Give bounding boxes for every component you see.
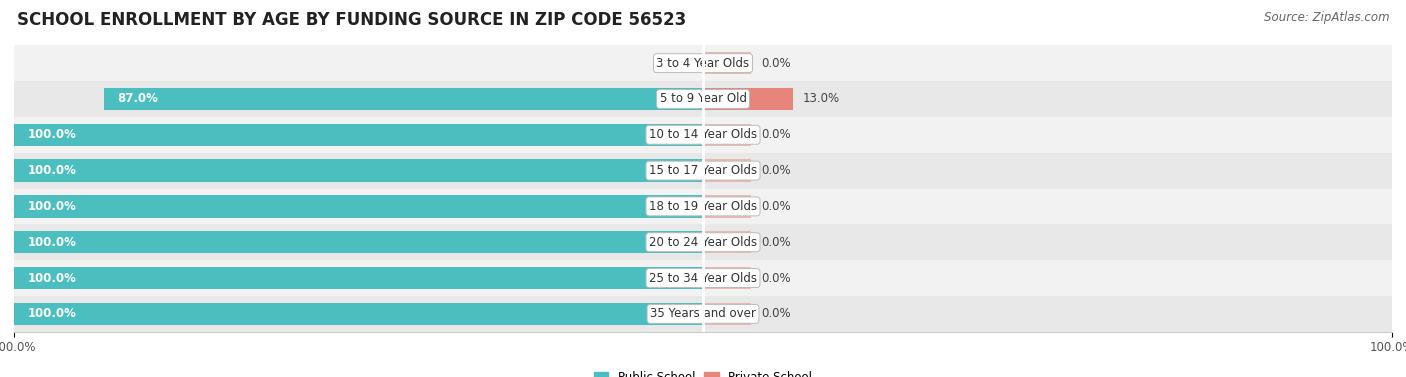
Bar [703, 303, 751, 325]
Text: 13.0%: 13.0% [803, 92, 839, 106]
Bar [703, 88, 751, 110]
Text: 15 to 17 Year Olds: 15 to 17 Year Olds [650, 164, 756, 177]
Text: SCHOOL ENROLLMENT BY AGE BY FUNDING SOURCE IN ZIP CODE 56523: SCHOOL ENROLLMENT BY AGE BY FUNDING SOUR… [17, 11, 686, 29]
Bar [14, 260, 1392, 296]
Bar [703, 88, 793, 110]
Bar [14, 124, 703, 146]
Text: 25 to 34 Year Olds: 25 to 34 Year Olds [650, 271, 756, 285]
Text: 0.0%: 0.0% [762, 307, 792, 320]
Text: 100.0%: 100.0% [28, 164, 77, 177]
Bar [703, 195, 751, 218]
Bar [14, 303, 703, 325]
Bar [703, 159, 751, 182]
Text: Source: ZipAtlas.com: Source: ZipAtlas.com [1264, 11, 1389, 24]
Text: 0.0%: 0.0% [762, 128, 792, 141]
Text: 0.0%: 0.0% [762, 271, 792, 285]
Bar [14, 224, 1392, 260]
Bar [703, 52, 751, 74]
Bar [14, 195, 703, 218]
Text: 20 to 24 Year Olds: 20 to 24 Year Olds [650, 236, 756, 249]
Bar [14, 231, 703, 253]
Text: 0.0%: 0.0% [762, 164, 792, 177]
Bar [104, 88, 703, 110]
Legend: Public School, Private School: Public School, Private School [589, 366, 817, 377]
Text: 0.0%: 0.0% [659, 57, 689, 70]
Text: 100.0%: 100.0% [28, 307, 77, 320]
Bar [14, 159, 703, 182]
Bar [14, 45, 1392, 81]
Bar [14, 153, 1392, 188]
Text: 3 to 4 Year Olds: 3 to 4 Year Olds [657, 57, 749, 70]
Bar [703, 124, 751, 146]
Text: 5 to 9 Year Old: 5 to 9 Year Old [659, 92, 747, 106]
Bar [703, 231, 751, 253]
Text: 0.0%: 0.0% [762, 200, 792, 213]
Bar [14, 188, 1392, 224]
Text: 0.0%: 0.0% [762, 57, 792, 70]
Text: 100.0%: 100.0% [28, 200, 77, 213]
Text: 35 Years and over: 35 Years and over [650, 307, 756, 320]
Text: 18 to 19 Year Olds: 18 to 19 Year Olds [650, 200, 756, 213]
Text: 10 to 14 Year Olds: 10 to 14 Year Olds [650, 128, 756, 141]
Bar [14, 81, 1392, 117]
Text: 100.0%: 100.0% [28, 128, 77, 141]
Bar [703, 267, 751, 289]
Text: 100.0%: 100.0% [28, 236, 77, 249]
Bar [14, 296, 1392, 332]
Bar [14, 267, 703, 289]
Bar [14, 117, 1392, 153]
Text: 100.0%: 100.0% [28, 271, 77, 285]
Text: 0.0%: 0.0% [762, 236, 792, 249]
Text: 87.0%: 87.0% [117, 92, 159, 106]
